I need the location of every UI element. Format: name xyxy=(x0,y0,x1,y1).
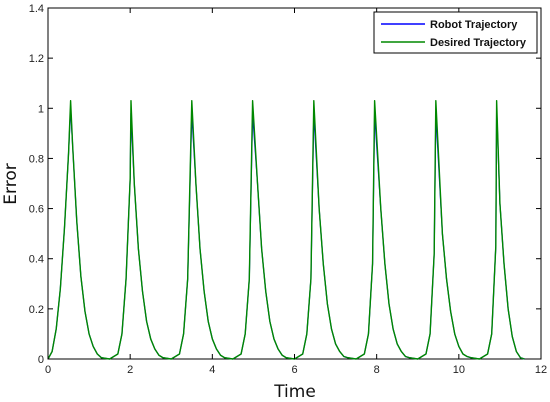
legend-label-desired-trajectory: Desired Trajectory xyxy=(430,37,527,49)
y-tick-label: 0.8 xyxy=(29,153,44,165)
x-tick-label: 2 xyxy=(127,364,133,376)
y-tick-label: 0.2 xyxy=(29,304,44,316)
x-axis-label: Time xyxy=(273,382,316,402)
y-tick-label: 0 xyxy=(38,354,44,366)
y-tick-label: 1.2 xyxy=(29,53,44,65)
series-line-desired-trajectory xyxy=(47,100,525,360)
y-tick-label: 0.6 xyxy=(29,204,44,216)
legend: Robot Trajectory Desired Trajectory xyxy=(373,11,538,54)
plot-area xyxy=(47,7,542,360)
x-tick-label: 10 xyxy=(453,364,465,376)
series-layer xyxy=(47,100,525,360)
y-tick-label: 1.4 xyxy=(29,3,44,15)
x-tick-label: 0 xyxy=(45,364,51,376)
legend-box xyxy=(373,11,538,54)
y-axis-label: Error xyxy=(1,163,21,204)
y-tick-label: 1 xyxy=(38,103,44,115)
y-tick-label: 0.4 xyxy=(29,254,44,266)
ticks-layer xyxy=(47,7,542,360)
tick-labels-layer: 0 2 4 6 8 10 12 0 0.2 0.4 0.6 0.8 1 1.2 1.4 xyxy=(29,3,547,376)
x-tick-label: 12 xyxy=(535,364,547,376)
legend-label-robot-trajectory: Robot Trajectory xyxy=(430,19,518,31)
x-tick-label: 6 xyxy=(291,364,297,376)
x-tick-label: 8 xyxy=(374,364,380,376)
x-tick-label: 4 xyxy=(209,364,215,376)
